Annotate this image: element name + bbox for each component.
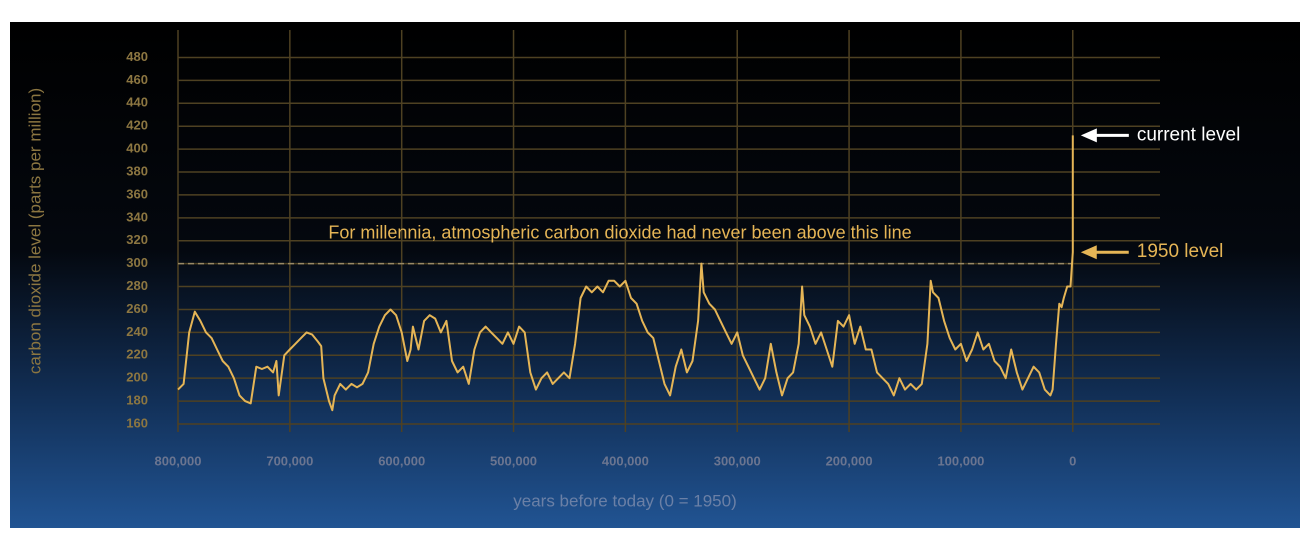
y-tick-label: 180 xyxy=(126,393,148,408)
x-tick-label: 500,000 xyxy=(490,453,537,468)
x-tick-label: 800,000 xyxy=(155,453,202,468)
threshold-label: For millennia, atmospheric carbon dioxid… xyxy=(328,222,911,242)
y-tick-label: 160 xyxy=(126,415,148,430)
y-axis-label: carbon dioxide level (parts per million) xyxy=(25,88,44,374)
x-tick-label: 600,000 xyxy=(378,453,425,468)
y-tick-label: 280 xyxy=(126,278,148,293)
data-line xyxy=(177,135,1074,412)
y-tick-label: 360 xyxy=(126,186,148,201)
background xyxy=(10,22,1300,528)
y-tick-label: 340 xyxy=(126,209,148,224)
y-tick-label: 460 xyxy=(126,72,148,87)
y-tick-label: 260 xyxy=(126,301,148,316)
x-tick-label: 0 xyxy=(1069,453,1076,468)
annotation: 1950 level xyxy=(1137,241,1224,262)
x-tick-label: 400,000 xyxy=(602,453,649,468)
x-axis-label: years before today (0 = 1950) xyxy=(513,491,737,510)
x-tick-label: 100,000 xyxy=(937,453,984,468)
x-tick-label: 700,000 xyxy=(266,453,313,468)
annotation-arrowhead xyxy=(1080,128,1097,143)
y-tick-label: 320 xyxy=(126,232,148,247)
y-tick-label: 420 xyxy=(126,118,148,133)
y-tick-label: 200 xyxy=(126,370,148,385)
y-tick-label: 220 xyxy=(126,347,148,362)
x-tick-label: 200,000 xyxy=(826,453,873,468)
y-tick-label: 480 xyxy=(126,49,148,64)
annotation: current level xyxy=(1137,124,1241,145)
x-tick-label: 300,000 xyxy=(714,453,761,468)
y-tick-label: 440 xyxy=(126,95,148,110)
y-tick-label: 240 xyxy=(126,324,148,339)
y-tick-label: 300 xyxy=(126,255,148,270)
y-tick-label: 380 xyxy=(126,163,148,178)
y-tick-label: 400 xyxy=(126,141,148,156)
annotation-arrowhead xyxy=(1080,245,1097,260)
